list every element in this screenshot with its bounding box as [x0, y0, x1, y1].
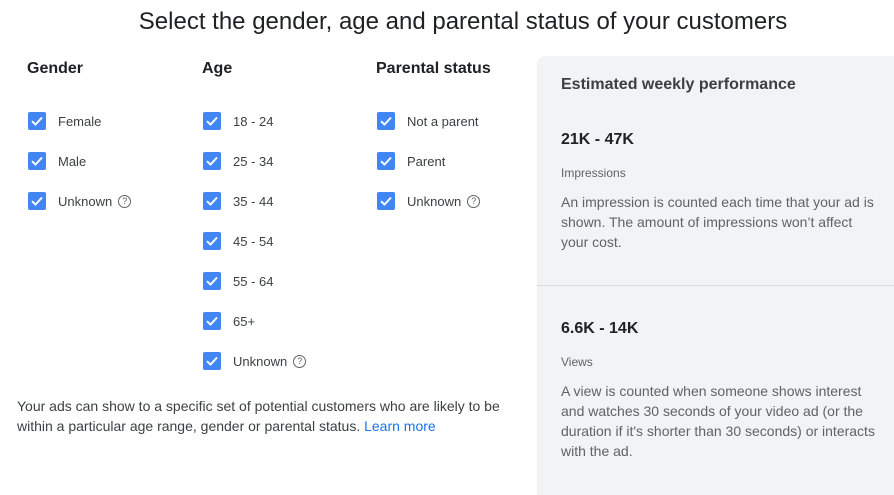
parental-option-not-a-parent[interactable]: Not a parent	[377, 111, 479, 131]
option-label: Not a parent	[407, 113, 479, 129]
age-option-18-24[interactable]: 18 - 24	[203, 111, 273, 131]
gender-option-unknown[interactable]: Unknown ?	[28, 191, 132, 211]
checkbox-checked-icon[interactable]	[203, 192, 221, 210]
impressions-value: 21K - 47K	[561, 131, 634, 148]
targeting-description: Your ads can show to a specific set of p…	[17, 396, 509, 436]
option-label: 45 - 54	[233, 233, 274, 249]
impressions-description: An impression is counted each time that …	[561, 194, 874, 250]
option-label: 18 - 24	[233, 113, 274, 129]
option-label: Female	[58, 113, 102, 129]
description-text: Your ads can show to a specific set of p…	[17, 398, 500, 434]
age-option-55-64[interactable]: 55 - 64	[203, 271, 273, 291]
help-circle-icon[interactable]: ?	[467, 194, 481, 208]
age-option-25-34[interactable]: 25 - 34	[203, 151, 273, 171]
views-label: Views	[561, 355, 593, 369]
help-circle-icon[interactable]: ?	[118, 194, 132, 208]
option-label: Parent	[407, 153, 446, 169]
estimated-performance-panel: Estimated weekly performance 21K - 47K I…	[537, 56, 894, 495]
parental-status-heading: Parental status	[376, 60, 491, 77]
checkbox-checked-icon[interactable]	[28, 152, 46, 170]
option-label: 65+	[233, 313, 256, 329]
age-option-65-plus[interactable]: 65+	[203, 311, 255, 331]
checkbox-checked-icon[interactable]	[203, 232, 221, 250]
views-value: 6.6K - 14K	[561, 320, 639, 337]
option-label: 25 - 34	[233, 153, 274, 169]
checkbox-checked-icon[interactable]	[203, 312, 221, 330]
views-description: A view is counted when someone shows int…	[561, 383, 875, 459]
checkbox-checked-icon[interactable]	[377, 192, 395, 210]
checkbox-checked-icon[interactable]	[377, 152, 395, 170]
option-label: 35 - 44	[233, 193, 274, 209]
age-option-35-44[interactable]: 35 - 44	[203, 191, 273, 211]
age-heading: Age	[202, 60, 233, 77]
option-label: Unknown	[233, 353, 288, 369]
option-label: Unknown	[407, 193, 462, 209]
option-label: Male	[58, 153, 87, 169]
option-label: Unknown	[58, 193, 113, 209]
help-circle-icon[interactable]: ?	[293, 354, 307, 368]
checkbox-checked-icon[interactable]	[377, 112, 395, 130]
checkbox-checked-icon[interactable]	[28, 192, 46, 210]
learn-more-link[interactable]: Learn more	[364, 418, 436, 434]
gender-option-female[interactable]: Female	[28, 111, 101, 131]
checkbox-checked-icon[interactable]	[203, 152, 221, 170]
checkbox-checked-icon[interactable]	[28, 112, 46, 130]
panel-divider	[537, 285, 894, 286]
age-option-45-54[interactable]: 45 - 54	[203, 231, 273, 251]
gender-option-male[interactable]: Male	[28, 151, 86, 171]
page-title: Select the gender, age and parental stat…	[138, 8, 788, 35]
parental-option-unknown[interactable]: Unknown ?	[377, 191, 481, 211]
age-option-unknown[interactable]: Unknown ?	[203, 351, 307, 371]
checkbox-checked-icon[interactable]	[203, 272, 221, 290]
parental-option-parent[interactable]: Parent	[377, 151, 445, 171]
option-label: 55 - 64	[233, 273, 274, 289]
panel-title: Estimated weekly performance	[561, 76, 796, 93]
checkbox-checked-icon[interactable]	[203, 352, 221, 370]
gender-heading: Gender	[27, 60, 84, 77]
checkbox-checked-icon[interactable]	[203, 112, 221, 130]
impressions-label: Impressions	[561, 166, 626, 180]
